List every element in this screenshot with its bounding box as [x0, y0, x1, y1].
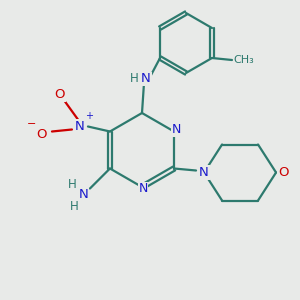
Text: +: + [85, 112, 93, 122]
Text: H: H [70, 200, 78, 213]
Text: N: N [75, 120, 85, 133]
Text: H: H [68, 178, 76, 191]
Text: N: N [138, 182, 148, 196]
Text: O: O [37, 128, 47, 141]
Text: CH₃: CH₃ [234, 55, 254, 65]
Text: O: O [55, 88, 65, 101]
Text: −: − [27, 119, 37, 130]
Text: N: N [141, 73, 151, 85]
Text: N: N [79, 188, 89, 201]
Text: O: O [278, 166, 288, 179]
Text: N: N [171, 123, 181, 136]
Text: N: N [199, 166, 209, 179]
Text: H: H [130, 73, 138, 85]
